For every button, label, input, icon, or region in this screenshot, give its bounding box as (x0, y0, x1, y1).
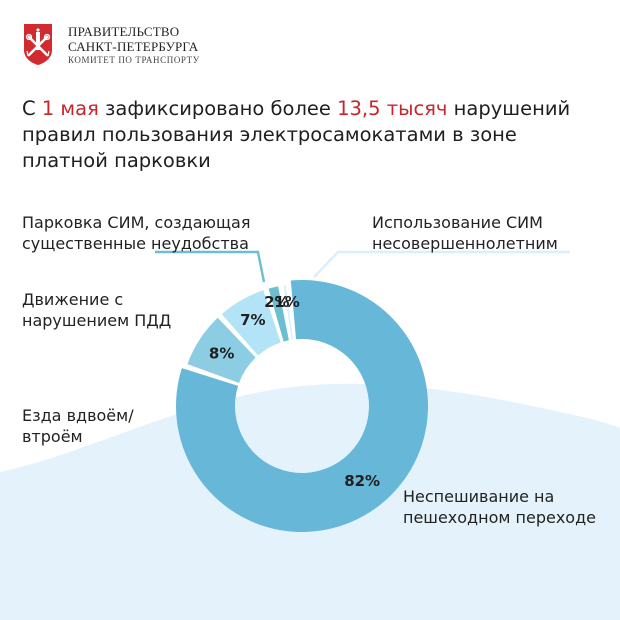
headline-accent-count: 13,5 тысяч (337, 97, 448, 120)
header: ПРАВИТЕЛЬСТВО САНКТ-ПЕТЕРБУРГА КОМИТЕТ П… (22, 22, 200, 67)
leader-line-parking (155, 250, 266, 283)
leader-line-minors (313, 250, 570, 278)
org-line2: САНКТ-ПЕТЕРБУРГА (68, 39, 199, 54)
slice-crosswalk (176, 280, 428, 533)
chart-slices (176, 280, 428, 533)
organization-name: ПРАВИТЕЛЬСТВО САНКТ-ПЕТЕРБУРГА КОМИТЕТ П… (68, 24, 200, 67)
headline-part1: С (22, 97, 42, 120)
category-label-riding-together: Езда вдвоём/ втроём (22, 406, 134, 446)
slice-riding-together (187, 317, 256, 383)
chart-slice-labels: 1% 82% 8% 7%2% (209, 293, 380, 490)
headline-accent-date: 1 мая (41, 97, 99, 120)
slice-minors (283, 285, 294, 340)
leader-lines (155, 250, 570, 283)
category-label-crosswalk: Неспешивание на пешеходном переходе (403, 487, 596, 527)
org-line1: ПРАВИТЕЛЬСТВО (68, 24, 180, 39)
category-label-traffic-violation: Движение с нарушением ПДД (22, 290, 172, 330)
org-line3: КОМИТЕТ ПО ТРАНСПОРТУ (68, 55, 200, 65)
headline-part3: нарушений правил пользования электросамо… (22, 97, 571, 172)
category-label-parking: Парковка СИМ, создающая существенные неу… (22, 213, 251, 253)
category-label-minors: Использование СИМ несовершеннолетним (372, 213, 558, 253)
slice-label-minors: 1% (274, 293, 299, 311)
slice-label-crosswalk: 82% (344, 472, 380, 490)
slice-traffic-violation (221, 290, 281, 356)
slice-label-parking: 2% (264, 293, 289, 311)
slice-parking (268, 286, 289, 342)
spb-coat-of-arms-icon (24, 24, 52, 65)
page-title: С 1 мая зафиксировано более 13,5 тысяч н… (22, 96, 602, 174)
slice-label-riding-together: 8% (209, 344, 234, 362)
headline-part2: зафиксировано более (98, 97, 338, 120)
slice-label-traffic-violation: 7% (240, 311, 265, 329)
